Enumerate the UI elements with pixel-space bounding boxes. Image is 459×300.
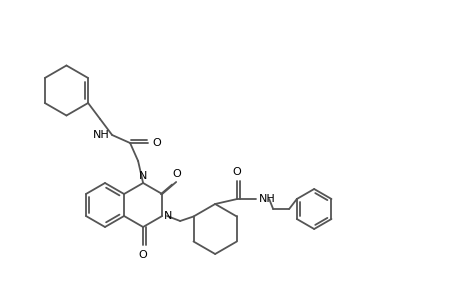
Text: O: O: [139, 250, 147, 260]
Text: O: O: [173, 169, 181, 179]
Text: O: O: [152, 138, 161, 148]
Text: N: N: [164, 211, 172, 221]
Text: NH: NH: [93, 130, 110, 140]
Text: N: N: [139, 171, 147, 181]
Text: O: O: [232, 167, 241, 177]
Text: NH: NH: [258, 194, 275, 204]
